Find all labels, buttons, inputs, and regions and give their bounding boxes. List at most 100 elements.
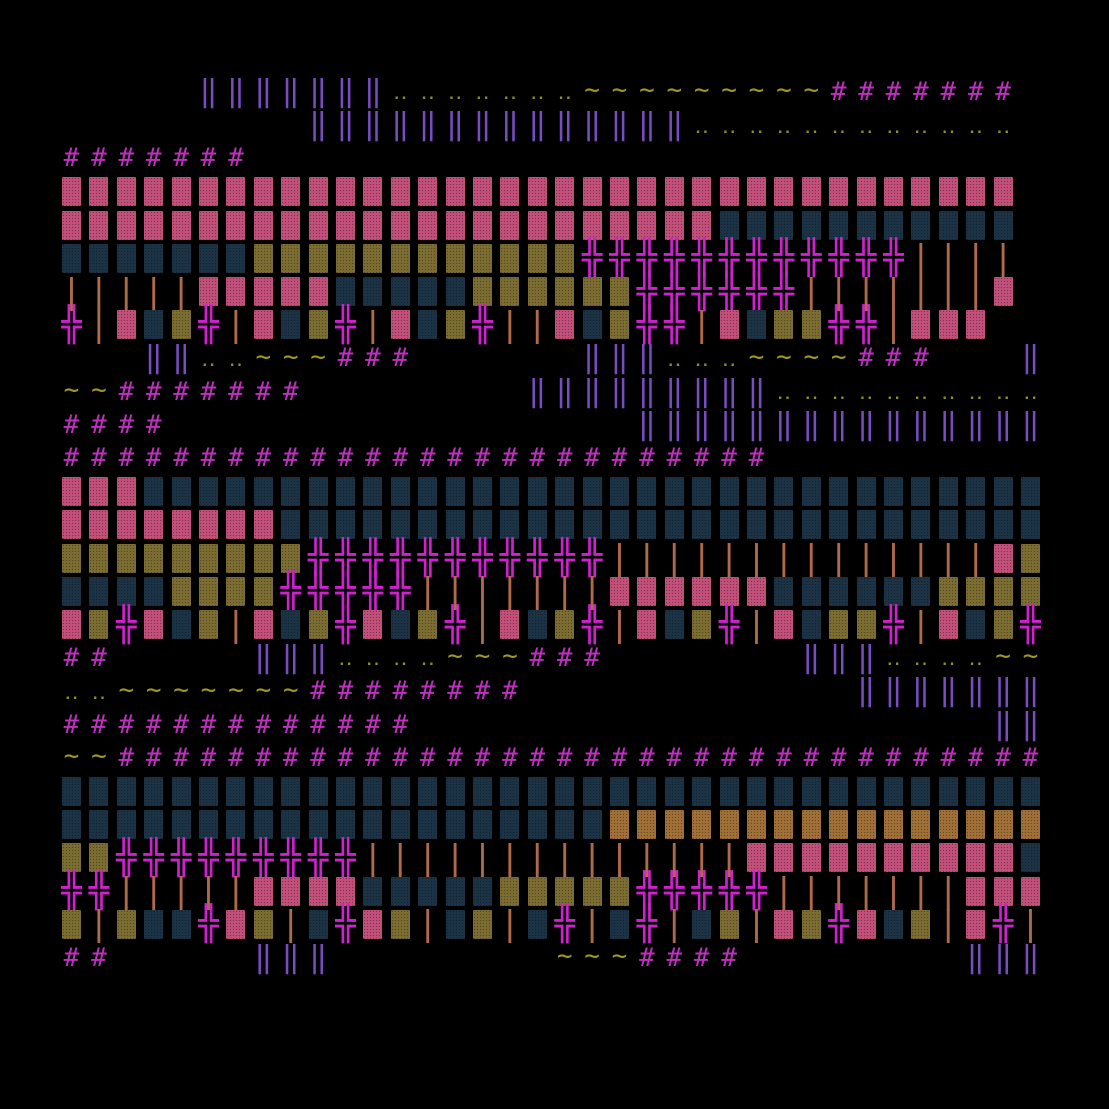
block-navy-glyph <box>884 909 903 939</box>
block-navy-cell <box>359 875 386 908</box>
bar-glyph: | <box>938 238 959 279</box>
block-pink-glyph <box>993 843 1013 873</box>
cross-glyph: ╬ <box>362 538 384 578</box>
double-line-glyph: ‖ <box>555 107 574 143</box>
block-navy-glyph <box>390 809 410 839</box>
block-olive-glyph <box>89 843 109 873</box>
block-navy-glyph <box>336 776 355 806</box>
block-navy-glyph <box>445 876 465 906</box>
block-pink-cell <box>359 608 386 641</box>
block-pink-glyph <box>363 210 383 240</box>
block-olive-cell <box>168 542 195 575</box>
block-navy-glyph <box>993 776 1013 806</box>
block-pink-glyph <box>226 277 246 307</box>
double-line-glyph: ‖ <box>172 340 191 376</box>
hash-glyph: # <box>63 709 80 740</box>
double-line-glyph: ‖ <box>281 939 300 975</box>
cross-glyph: ╬ <box>362 571 384 612</box>
block-navy-cell <box>551 808 578 841</box>
block-navy-cell <box>798 608 825 641</box>
block-navy-cell <box>469 875 496 908</box>
double-line-glyph: ‖ <box>857 673 876 709</box>
hash-glyph: # <box>228 376 244 407</box>
block-orange-cell <box>688 808 715 841</box>
dots-glyph: ‥ <box>721 346 737 372</box>
bar-glyph: | <box>828 871 849 911</box>
block-navy-glyph <box>719 210 739 240</box>
block-olive-cell <box>140 542 167 575</box>
hash-glyph: # <box>639 443 655 474</box>
block-navy-cell <box>168 475 195 508</box>
block-olive-glyph <box>911 909 931 939</box>
block-navy-cell <box>825 775 852 808</box>
block-navy-cell <box>442 808 469 841</box>
double-line-glyph: ‖ <box>528 107 547 143</box>
block-pink-cell <box>551 175 578 208</box>
block-pink-glyph <box>993 543 1013 573</box>
dots-glyph: ‥ <box>529 80 545 106</box>
block-pink-cell <box>661 175 688 208</box>
block-navy-cell <box>661 475 688 508</box>
block-navy-glyph <box>226 776 246 806</box>
block-navy-glyph <box>527 909 547 939</box>
block-pink-glyph <box>116 210 136 240</box>
block-navy-cell <box>168 242 195 275</box>
block-olive-cell <box>442 308 469 341</box>
block-navy-cell <box>496 475 523 508</box>
bar-glyph: | <box>499 904 521 945</box>
block-navy-glyph <box>801 610 821 640</box>
block-navy-cell <box>332 508 359 541</box>
bar-glyph: | <box>554 837 575 878</box>
dots-glyph: ‥ <box>776 380 792 405</box>
hash-glyph: # <box>419 676 436 707</box>
bar-glyph: | <box>609 604 630 645</box>
hash-glyph: # <box>173 443 189 474</box>
block-olive-glyph <box>199 543 218 573</box>
block-pink-cell <box>250 308 277 341</box>
tilde-glyph: ~ <box>91 741 107 772</box>
block-pink-glyph <box>555 210 575 240</box>
tilde-glyph: ~ <box>830 341 847 372</box>
block-olive-glyph <box>226 543 246 573</box>
block-navy-glyph <box>89 776 109 806</box>
bar-glyph: | <box>170 271 192 312</box>
block-navy-glyph <box>418 809 438 839</box>
block-navy-cell <box>359 475 386 508</box>
block-navy-cell <box>222 808 249 841</box>
block-navy-glyph <box>966 210 986 240</box>
bar-glyph: | <box>225 604 247 645</box>
dots-glyph: ‥ <box>831 113 847 139</box>
block-pink-glyph <box>966 909 986 939</box>
double-line-glyph: ‖ <box>500 107 519 143</box>
block-navy-glyph <box>774 476 794 506</box>
block-pink-cell <box>853 908 880 941</box>
block-navy-glyph <box>445 510 465 540</box>
block-olive-cell <box>442 242 469 275</box>
block-olive-glyph <box>610 310 629 340</box>
hash-glyph: # <box>91 709 107 740</box>
block-pink-cell <box>168 209 195 242</box>
block-pink-cell <box>305 275 332 308</box>
block-navy-cell <box>551 508 578 541</box>
block-navy-cell <box>688 508 715 541</box>
block-olive-cell <box>551 275 578 308</box>
hash-glyph: # <box>282 742 299 773</box>
double-line-glyph: ‖ <box>254 639 273 675</box>
tilde-glyph: ~ <box>693 75 710 106</box>
block-pink-cell <box>359 209 386 242</box>
dots-glyph: ‥ <box>968 646 984 672</box>
block-olive-glyph <box>500 876 520 906</box>
block-pink-glyph <box>336 177 355 207</box>
block-pink-cell <box>359 908 386 941</box>
block-pink-cell <box>688 209 715 242</box>
block-olive-cell <box>250 542 277 575</box>
block-olive-glyph <box>62 543 81 573</box>
block-orange-glyph <box>692 809 712 839</box>
block-pink-cell <box>798 841 825 874</box>
block-olive-cell <box>250 908 277 941</box>
cross-glyph: ╬ <box>664 871 685 911</box>
hash-glyph: # <box>145 443 162 474</box>
block-navy-cell <box>496 508 523 541</box>
block-pink-glyph <box>637 210 657 240</box>
hash-glyph: # <box>447 676 463 707</box>
